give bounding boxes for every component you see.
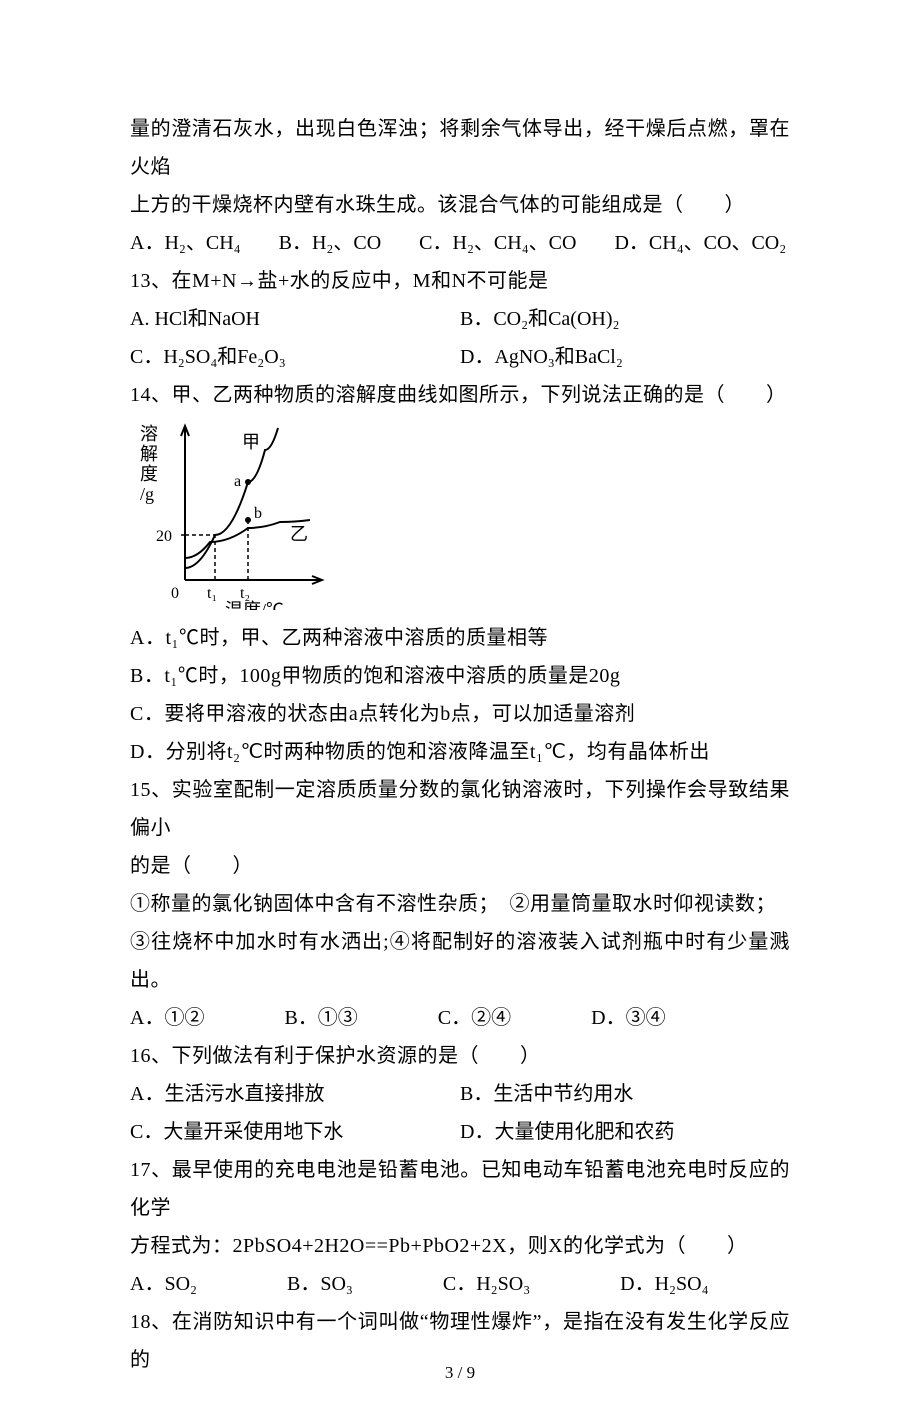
q17-opt-d: D．H₂SO₄ [620, 1265, 708, 1303]
q14-opt-b: B．t₁℃时，100g甲物质的饱和溶液中溶质的质量是20g [130, 657, 790, 695]
svg-text:b: b [254, 505, 262, 522]
q13-opt-a: A. HCl和NaOH [130, 300, 460, 338]
q17-stem-line2: 方程式为：2PbSO4+2H2O==Pb+PbO2+2X，则X的化学式为（ ） [130, 1227, 790, 1265]
q13-options: A. HCl和NaOH B．CO₂和Ca(OH)₂ C．H₂SO₄和Fe₂O₃ … [130, 300, 790, 376]
q12-intro-line2: 上方的干燥烧杯内壁有水珠生成。该混合气体的可能组成是（ ） [130, 186, 790, 224]
svg-text:/g: /g [140, 484, 154, 504]
q12-intro-line1: 量的澄清石灰水，出现白色浑浊；将剩余气体导出，经干燥后点燃，罩在火焰 [130, 110, 790, 186]
q13-opt-c: C．H₂SO₄和Fe₂O₃ [130, 338, 460, 376]
q17-opt-a: A．SO₂ [130, 1265, 197, 1303]
q14-opt-a: A．t₁℃时，甲、乙两种溶液中溶质的质量相等 [130, 619, 790, 657]
q17-stem-line1: 17、最早使用的充电电池是铅蓄电池。已知电动车铅蓄电池充电时反应的化学 [130, 1151, 790, 1227]
q12-opt-c: C．H₂、CH₄、CO [419, 224, 576, 262]
q12-options: A．H₂、CH₄ B．H₂、CO C．H₂、CH₄、CO D．CH₄、CO、CO… [130, 224, 790, 262]
q15-options: A．①② B．①③ C．②④ D．③④ [130, 999, 790, 1037]
solubility-chart-svg: 溶解度/g200t₁t₂甲乙ab温度/℃ [130, 420, 330, 610]
svg-text:0: 0 [171, 585, 179, 602]
q17-options: A．SO₂ B．SO₃ C．H₂SO₃ D．H₂SO₄ [130, 1265, 790, 1303]
q15-opt-b: B．①③ [284, 999, 357, 1037]
svg-text:20: 20 [156, 528, 172, 545]
svg-text:解: 解 [140, 444, 158, 464]
q15-opt-d: D．③④ [591, 999, 665, 1037]
svg-text:温度/℃: 温度/℃ [225, 600, 284, 610]
q16-options: A．生活污水直接排放 B．生活中节约用水 C．大量开采使用地下水 D．大量使用化… [130, 1075, 790, 1151]
svg-text:t₁: t₁ [207, 585, 217, 602]
q13-opt-d: D．AgNO₃和BaCl₂ [460, 338, 790, 376]
q12-opt-b: B．H₂、CO [279, 224, 382, 262]
solubility-chart: 溶解度/g200t₁t₂甲乙ab温度/℃ [130, 420, 790, 615]
svg-text:度: 度 [140, 464, 158, 484]
q12-opt-a: A．H₂、CH₄ [130, 224, 241, 262]
q15-opt-c: C．②④ [438, 999, 511, 1037]
q16-opt-c: C．大量开采使用地下水 [130, 1113, 460, 1151]
q16-opt-d: D．大量使用化肥和农药 [460, 1113, 790, 1151]
q16-opt-b: B．生活中节约用水 [460, 1075, 790, 1113]
q15-stem-line2: 的是（ ） [130, 847, 790, 885]
q17-opt-b: B．SO₃ [287, 1265, 353, 1303]
q16-stem: 16、下列做法有利于保护水资源的是（ ） [130, 1037, 790, 1075]
q13-stem: 13、在M+N→盐+水的反应中，M和N不可能是 [130, 262, 790, 300]
q16-opt-a: A．生活污水直接排放 [130, 1075, 460, 1113]
svg-text:溶: 溶 [140, 424, 158, 444]
page-container: 量的澄清石灰水，出现白色浑浊；将剩余气体导出，经干燥后点燃，罩在火焰 上方的干燥… [0, 0, 920, 1419]
q14-stem: 14、甲、乙两种物质的溶解度曲线如图所示，下列说法正确的是（ ） [130, 376, 790, 414]
q17-opt-c: C．H₂SO₃ [443, 1265, 530, 1303]
q15-stem-line1: 15、实验室配制一定溶质质量分数的氯化钠溶液时，下列操作会导致结果偏小 [130, 771, 790, 847]
svg-text:甲: 甲 [242, 432, 260, 452]
svg-text:a: a [234, 473, 241, 490]
svg-text:乙: 乙 [290, 524, 308, 544]
q14-opt-d: D．分别将t₂℃时两种物质的饱和溶液降温至t₁℃，均有晶体析出 [130, 733, 790, 771]
q13-opt-b: B．CO₂和Ca(OH)₂ [460, 300, 790, 338]
page-footer: 3 / 9 [0, 1363, 920, 1383]
q15-items-2: ③往烧杯中加水时有水洒出;④将配制好的溶液装入试剂瓶中时有少量溅出。 [130, 923, 790, 999]
q15-items-1: ①称量的氯化钠固体中含有不溶性杂质； ②用量筒量取水时仰视读数； [130, 885, 790, 923]
q15-opt-a: A．①② [130, 999, 204, 1037]
q12-opt-d: D．CH₄、CO、CO₂ [614, 224, 786, 262]
q14-opt-c: C．要将甲溶液的状态由a点转化为b点，可以加适量溶剂 [130, 695, 790, 733]
